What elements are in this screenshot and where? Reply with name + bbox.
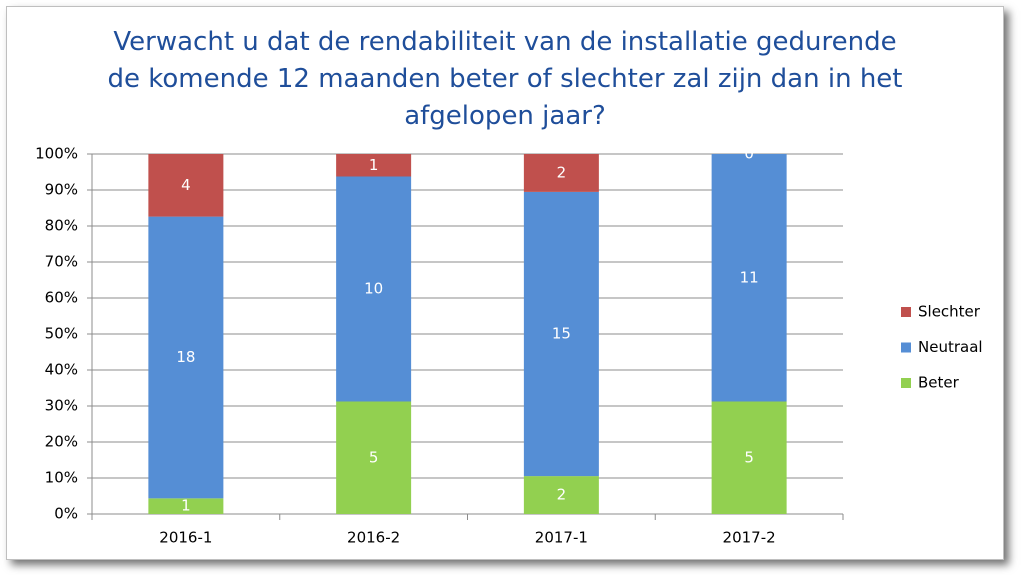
data-label: 2: [557, 486, 567, 504]
data-label: 4: [181, 176, 191, 194]
data-label: 1: [181, 497, 191, 515]
data-label: 5: [744, 448, 754, 466]
bar-segment: [336, 401, 412, 514]
bar-segment: [523, 154, 599, 192]
legend-swatch: [901, 307, 911, 317]
y-tick-label: 90%: [45, 181, 78, 199]
data-label: 0: [744, 145, 754, 163]
y-tick-label: 60%: [45, 289, 78, 307]
bar-segment: [148, 498, 224, 514]
legend-label: Neutraal: [918, 338, 983, 356]
bar-segment: [711, 401, 787, 514]
legend-swatch: [901, 378, 911, 388]
bar-segment: [148, 216, 224, 499]
bar-segment: [523, 476, 599, 514]
data-label: 1: [369, 156, 379, 174]
x-tick-label: 2016-1: [159, 529, 212, 547]
legend-label: Beter: [918, 374, 960, 392]
data-label: 10: [364, 280, 383, 298]
x-tick-label: 2017-1: [535, 529, 588, 547]
y-tick-label: 80%: [45, 217, 78, 235]
y-tick-label: 50%: [45, 325, 78, 343]
data-label: 15: [552, 325, 571, 343]
chart-title: Verwacht u dat de rendabiliteit van de i…: [107, 27, 903, 131]
y-tick-label: 70%: [45, 253, 78, 271]
bar-segment: [336, 154, 412, 177]
bar-segment: [148, 154, 224, 217]
bar-segment: [336, 176, 412, 402]
y-tick-label: 40%: [45, 361, 78, 379]
bar-segment: [523, 191, 599, 477]
data-label: 2: [557, 163, 567, 181]
y-tick-label: 100%: [35, 145, 78, 163]
y-tick-label: 30%: [45, 397, 78, 415]
y-tick-label: 20%: [45, 433, 78, 451]
x-tick-label: 2016-2: [347, 529, 400, 547]
y-tick-label: 10%: [45, 469, 78, 487]
legend-swatch: [901, 342, 911, 353]
data-label: 5: [369, 448, 379, 466]
y-tick-label: 0%: [54, 505, 78, 523]
legend-label: Slechter: [918, 303, 981, 321]
bar-segment: [711, 154, 787, 402]
data-label: 11: [740, 268, 759, 286]
x-tick-label: 2017-2: [723, 529, 776, 547]
data-label: 18: [176, 348, 195, 366]
